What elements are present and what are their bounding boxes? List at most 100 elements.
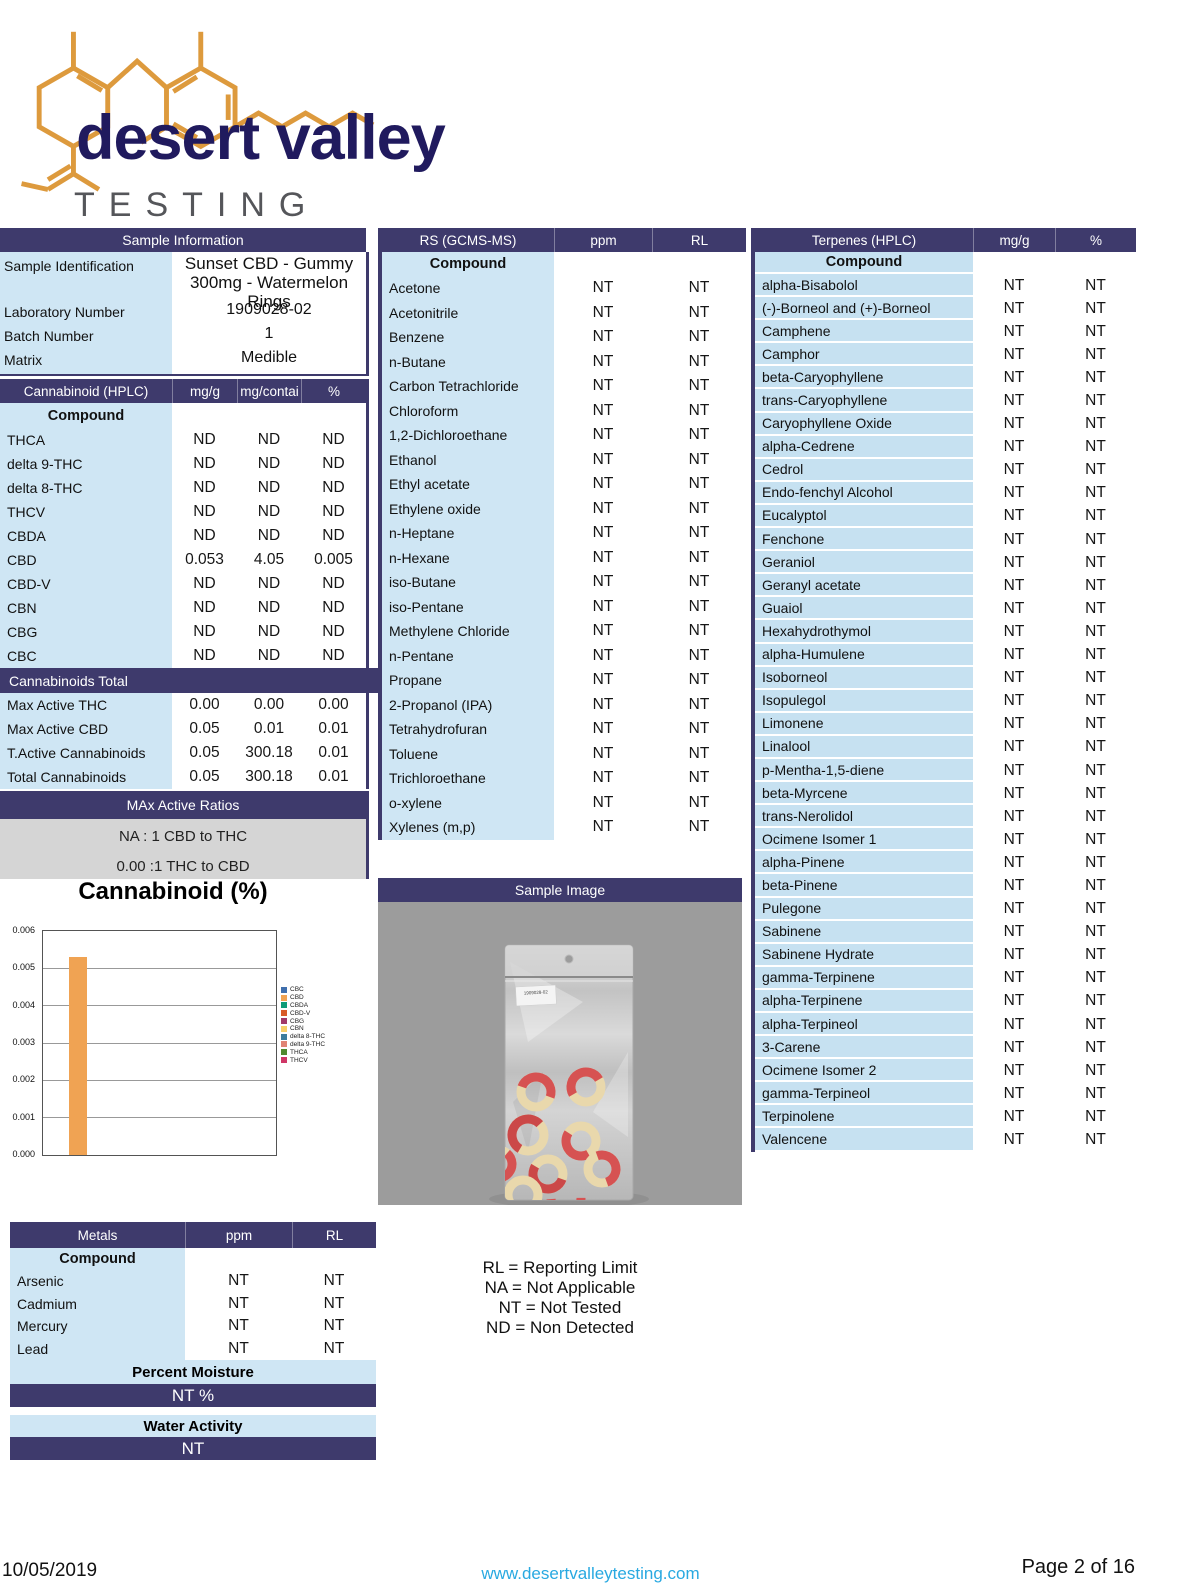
website-link[interactable]: www.desertvalleytesting.com (481, 1564, 700, 1583)
field-label: Batch Number (4, 328, 94, 344)
compound-name: 1,2-Dichloroethane (382, 423, 554, 448)
ppm-value: NT (592, 769, 614, 787)
mg-g-value: NT (1003, 438, 1025, 456)
logo-title: desert valley (76, 103, 446, 173)
compound-name: Toluene (382, 741, 554, 766)
compound-name: Isoborneol (755, 666, 973, 690)
rl-value: NT (688, 475, 710, 493)
field-label: Sample Identification (4, 258, 134, 274)
percent-value: NT (1085, 1015, 1106, 1033)
mg-container-value: ND (257, 599, 281, 616)
percent-value: NT (1085, 646, 1106, 664)
table-row: Fenchone NT NT (755, 528, 1136, 552)
mg-container-value: ND (257, 527, 281, 544)
table-row: Ethyl acetate NT NT (382, 472, 746, 497)
cbd-to-thc-ratio: NA : 1 CBD to THC (118, 828, 248, 845)
legend-label: delta 8-THC (290, 1033, 326, 1041)
table-row: Valencene NT NT (755, 1128, 1136, 1152)
table-row: Terpinolene NT NT (755, 1105, 1136, 1129)
table-row: Isoborneol NT NT (755, 666, 1136, 690)
percent-value: 0.01 (318, 720, 349, 737)
mg-g-value: NT (1003, 853, 1025, 871)
compound-name: o-xylene (382, 790, 554, 815)
percent-value: NT (1085, 946, 1106, 964)
percent-value: NT (1085, 900, 1106, 918)
rl-value: NT (688, 279, 710, 297)
mg-g-value: ND (193, 647, 216, 664)
mg-g-value: NT (1003, 646, 1025, 664)
compound-name: delta 8-THC (0, 476, 172, 500)
compound-name: beta-Myrcene (755, 782, 973, 806)
rl-value: NT (688, 426, 710, 444)
mg-container-value: ND (257, 647, 281, 664)
mg-g-value: NT (1003, 415, 1025, 433)
rl-value: NT (688, 769, 710, 787)
percent-value: ND (322, 431, 345, 448)
rl-value: NT (688, 597, 710, 615)
compound-name: THCV (0, 500, 172, 524)
table-row: CBN ND ND ND (0, 596, 366, 620)
legend-swatch-icon (281, 1049, 287, 1056)
legend-item: CBDA (281, 1002, 325, 1010)
legend-swatch-icon (281, 1018, 287, 1025)
metals-table-body: Compound Arsenic NT NT Cadmium NT NT Mer… (10, 1248, 376, 1360)
legend-label: delta 9-THC (290, 1040, 326, 1048)
table-row: Endo-fenchyl Alcohol NT NT (755, 481, 1136, 505)
sample-information-values: Sunset CBD - Gummy 300mg - Watermelon Ri… (172, 252, 366, 374)
mg-g-value: NT (1003, 1131, 1025, 1149)
table-row: Mercury NT NT (10, 1315, 376, 1338)
rl-value: NT (688, 328, 710, 346)
compound-name: beta-Caryophyllene (755, 366, 973, 390)
compound-name: Hexahydrothymol (755, 620, 973, 644)
mg-g-value: NT (1003, 1084, 1025, 1102)
compound-name: Chloroform (382, 398, 554, 423)
table-row: CBD-V ND ND ND (0, 572, 366, 596)
mg-g-value: NT (1003, 392, 1025, 410)
percent-value: NT (1085, 692, 1106, 710)
compound-name: Sabinene Hydrate (755, 943, 973, 967)
percent-value: 0.005 (314, 551, 353, 568)
mg-g-value: NT (1003, 484, 1025, 502)
table-row: delta 9-THC ND ND ND (0, 452, 366, 476)
compound-name: Ocimene Isomer 1 (755, 828, 973, 852)
rl-value: NT (688, 818, 710, 836)
sample-information-header: Sample Information (0, 228, 366, 252)
percent-value: NT (1085, 1084, 1106, 1102)
y-tick-label: 0.006 (12, 925, 35, 935)
table-row: Linalool NT NT (755, 735, 1136, 759)
compound-header: Compound (10, 1248, 185, 1270)
percent-value: NT (1085, 345, 1106, 363)
percent-value: NT (1085, 484, 1106, 502)
rl-value: NT (688, 401, 710, 419)
mg-g-value: 0.05 (189, 768, 220, 785)
mg-g-value: NT (1003, 345, 1025, 363)
percent-value: 0.01 (318, 744, 349, 761)
percent-value: NT (1085, 553, 1106, 571)
table-row: o-xylene NT NT (382, 790, 746, 815)
legend-item: CBD (281, 994, 325, 1002)
percent-value: ND (322, 503, 345, 520)
percent-value: NT (1085, 322, 1106, 340)
table-row: iso-Butane NT NT (382, 570, 746, 595)
compound-name: n-Butane (382, 349, 554, 374)
percent-value: NT (1085, 876, 1106, 894)
table-row: n-Hexane NT NT (382, 545, 746, 570)
compound-name: Ethanol (382, 447, 554, 472)
legend-label: CBD (290, 994, 304, 1002)
compound-name: alpha-Pinene (755, 851, 973, 875)
metals-table-header: Metals ppm RL (10, 1222, 376, 1248)
ppm-value: NT (592, 475, 614, 493)
molecule-logo-icon (21, 31, 375, 192)
table-row: Sabinene Hydrate NT NT (755, 943, 1136, 967)
percent-value: NT (1085, 830, 1106, 848)
compound-name: Propane (382, 668, 554, 693)
compound-name: n-Heptane (382, 521, 554, 546)
rl-value: NT (688, 646, 710, 664)
table-row: beta-Caryophyllene NT NT (755, 366, 1136, 390)
percent-value: NT (1085, 530, 1106, 548)
mg-g-value: NT (1003, 1015, 1025, 1033)
mg-g-value: 0.00 (189, 696, 220, 713)
table-row: Chloroform NT NT (382, 398, 746, 423)
compound-name: Methylene Chloride (382, 619, 554, 644)
